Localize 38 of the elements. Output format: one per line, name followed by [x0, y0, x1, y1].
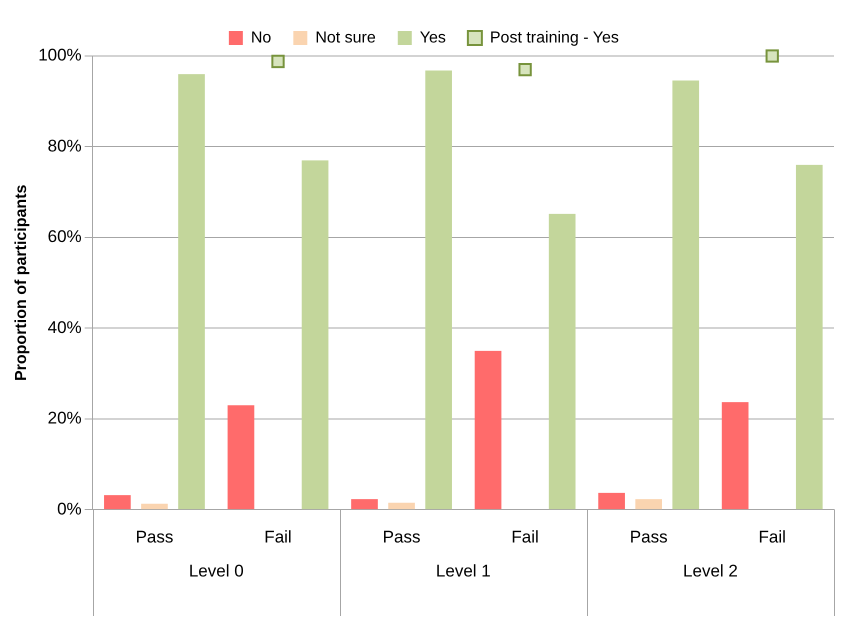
- bar: [598, 492, 625, 510]
- bar: [722, 402, 748, 510]
- text: Level 0: [188, 561, 244, 580]
- bar: [302, 160, 328, 510]
- bar: [474, 350, 502, 510]
- y-tick-label: 100%: [38, 46, 82, 65]
- y-tick-label: 60%: [48, 227, 82, 246]
- text: Level 2: [683, 561, 738, 580]
- bar: [548, 214, 576, 510]
- legend-label: Not sure: [315, 29, 376, 46]
- bar: [104, 495, 131, 510]
- x-tick-label: Fail: [511, 527, 539, 546]
- y-tick-label: 20%: [48, 408, 82, 428]
- y-tick-label: 40%: [48, 318, 82, 337]
- y-tick-label: 0%: [57, 499, 82, 518]
- bar: [796, 164, 823, 510]
- bar: [388, 502, 415, 510]
- legend-label: Yes: [420, 29, 446, 46]
- x-tick-label: Fail: [264, 527, 292, 546]
- bar: [351, 499, 378, 510]
- bar: [672, 80, 700, 510]
- point: [766, 49, 779, 63]
- x-tick-label: Pass: [630, 527, 668, 546]
- bar: [425, 70, 452, 510]
- bar: [228, 405, 254, 510]
- x-tick-label: Fail: [758, 527, 786, 546]
- text: Level 1: [436, 561, 491, 580]
- bar: [141, 504, 168, 510]
- legend-label: Post training - Yes: [490, 29, 619, 46]
- x-tick-label: Pass: [136, 527, 174, 546]
- point: [518, 62, 532, 76]
- y-tick-label: 80%: [48, 136, 82, 156]
- bar: [178, 74, 205, 510]
- point: [271, 54, 285, 68]
- legend-label: No: [250, 29, 272, 46]
- bar: [635, 499, 662, 510]
- y-axis-title: Proportion of participants: [13, 184, 30, 382]
- x-tick-label: Pass: [382, 527, 420, 546]
